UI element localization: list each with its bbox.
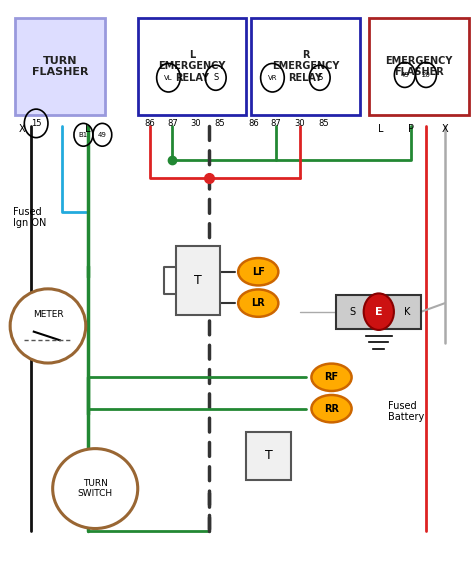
Ellipse shape	[53, 448, 138, 529]
FancyBboxPatch shape	[138, 18, 246, 115]
Text: T: T	[265, 449, 273, 462]
Text: 20: 20	[421, 72, 430, 78]
FancyBboxPatch shape	[246, 431, 292, 480]
Text: 49: 49	[98, 132, 107, 138]
FancyBboxPatch shape	[336, 295, 421, 329]
Text: 30: 30	[191, 119, 201, 128]
Text: E: E	[375, 307, 383, 317]
Text: TURN
SWITCH: TURN SWITCH	[78, 479, 113, 498]
Text: RF: RF	[325, 372, 338, 382]
Text: 85: 85	[318, 119, 329, 128]
FancyBboxPatch shape	[369, 18, 469, 115]
FancyBboxPatch shape	[251, 18, 360, 115]
Text: METER: METER	[33, 310, 63, 319]
Text: B1: B1	[79, 132, 88, 138]
Text: L
EMERGENCY
RELAY: L EMERGENCY RELAY	[158, 50, 226, 83]
FancyBboxPatch shape	[175, 246, 220, 315]
Text: RR: RR	[324, 404, 339, 414]
Text: 87: 87	[167, 119, 178, 128]
FancyBboxPatch shape	[15, 18, 105, 115]
Text: 86: 86	[248, 119, 259, 128]
Text: 30: 30	[294, 119, 305, 128]
Text: 85: 85	[214, 119, 225, 128]
Text: P: P	[408, 124, 414, 134]
Text: EMERGENCY
FLASHER: EMERGENCY FLASHER	[385, 55, 453, 77]
Ellipse shape	[311, 364, 352, 391]
Text: S: S	[317, 73, 322, 82]
Ellipse shape	[311, 395, 352, 422]
Text: Fused
Battery: Fused Battery	[388, 401, 425, 422]
Ellipse shape	[238, 258, 278, 285]
Circle shape	[364, 293, 394, 330]
Text: L: L	[85, 124, 91, 134]
Text: 15: 15	[31, 119, 41, 128]
Text: K: K	[404, 307, 410, 317]
Text: LR: LR	[251, 298, 265, 308]
Text: 49: 49	[401, 72, 409, 78]
Text: X: X	[18, 124, 25, 134]
Text: Fused
Ign ON: Fused Ign ON	[12, 206, 46, 228]
Text: R
EMERGENCY
RELAY: R EMERGENCY RELAY	[272, 50, 339, 83]
Text: LF: LF	[252, 267, 264, 277]
Text: TURN
FLASHER: TURN FLASHER	[31, 55, 88, 77]
Text: L: L	[378, 124, 384, 134]
Ellipse shape	[10, 289, 86, 363]
Text: VL: VL	[164, 75, 173, 81]
Text: T: T	[194, 274, 202, 287]
Text: 86: 86	[144, 119, 155, 128]
Text: 87: 87	[271, 119, 282, 128]
Text: S: S	[350, 307, 356, 317]
Text: VR: VR	[268, 75, 277, 81]
Text: S: S	[213, 73, 219, 82]
Text: X: X	[442, 124, 448, 134]
Ellipse shape	[238, 289, 278, 317]
